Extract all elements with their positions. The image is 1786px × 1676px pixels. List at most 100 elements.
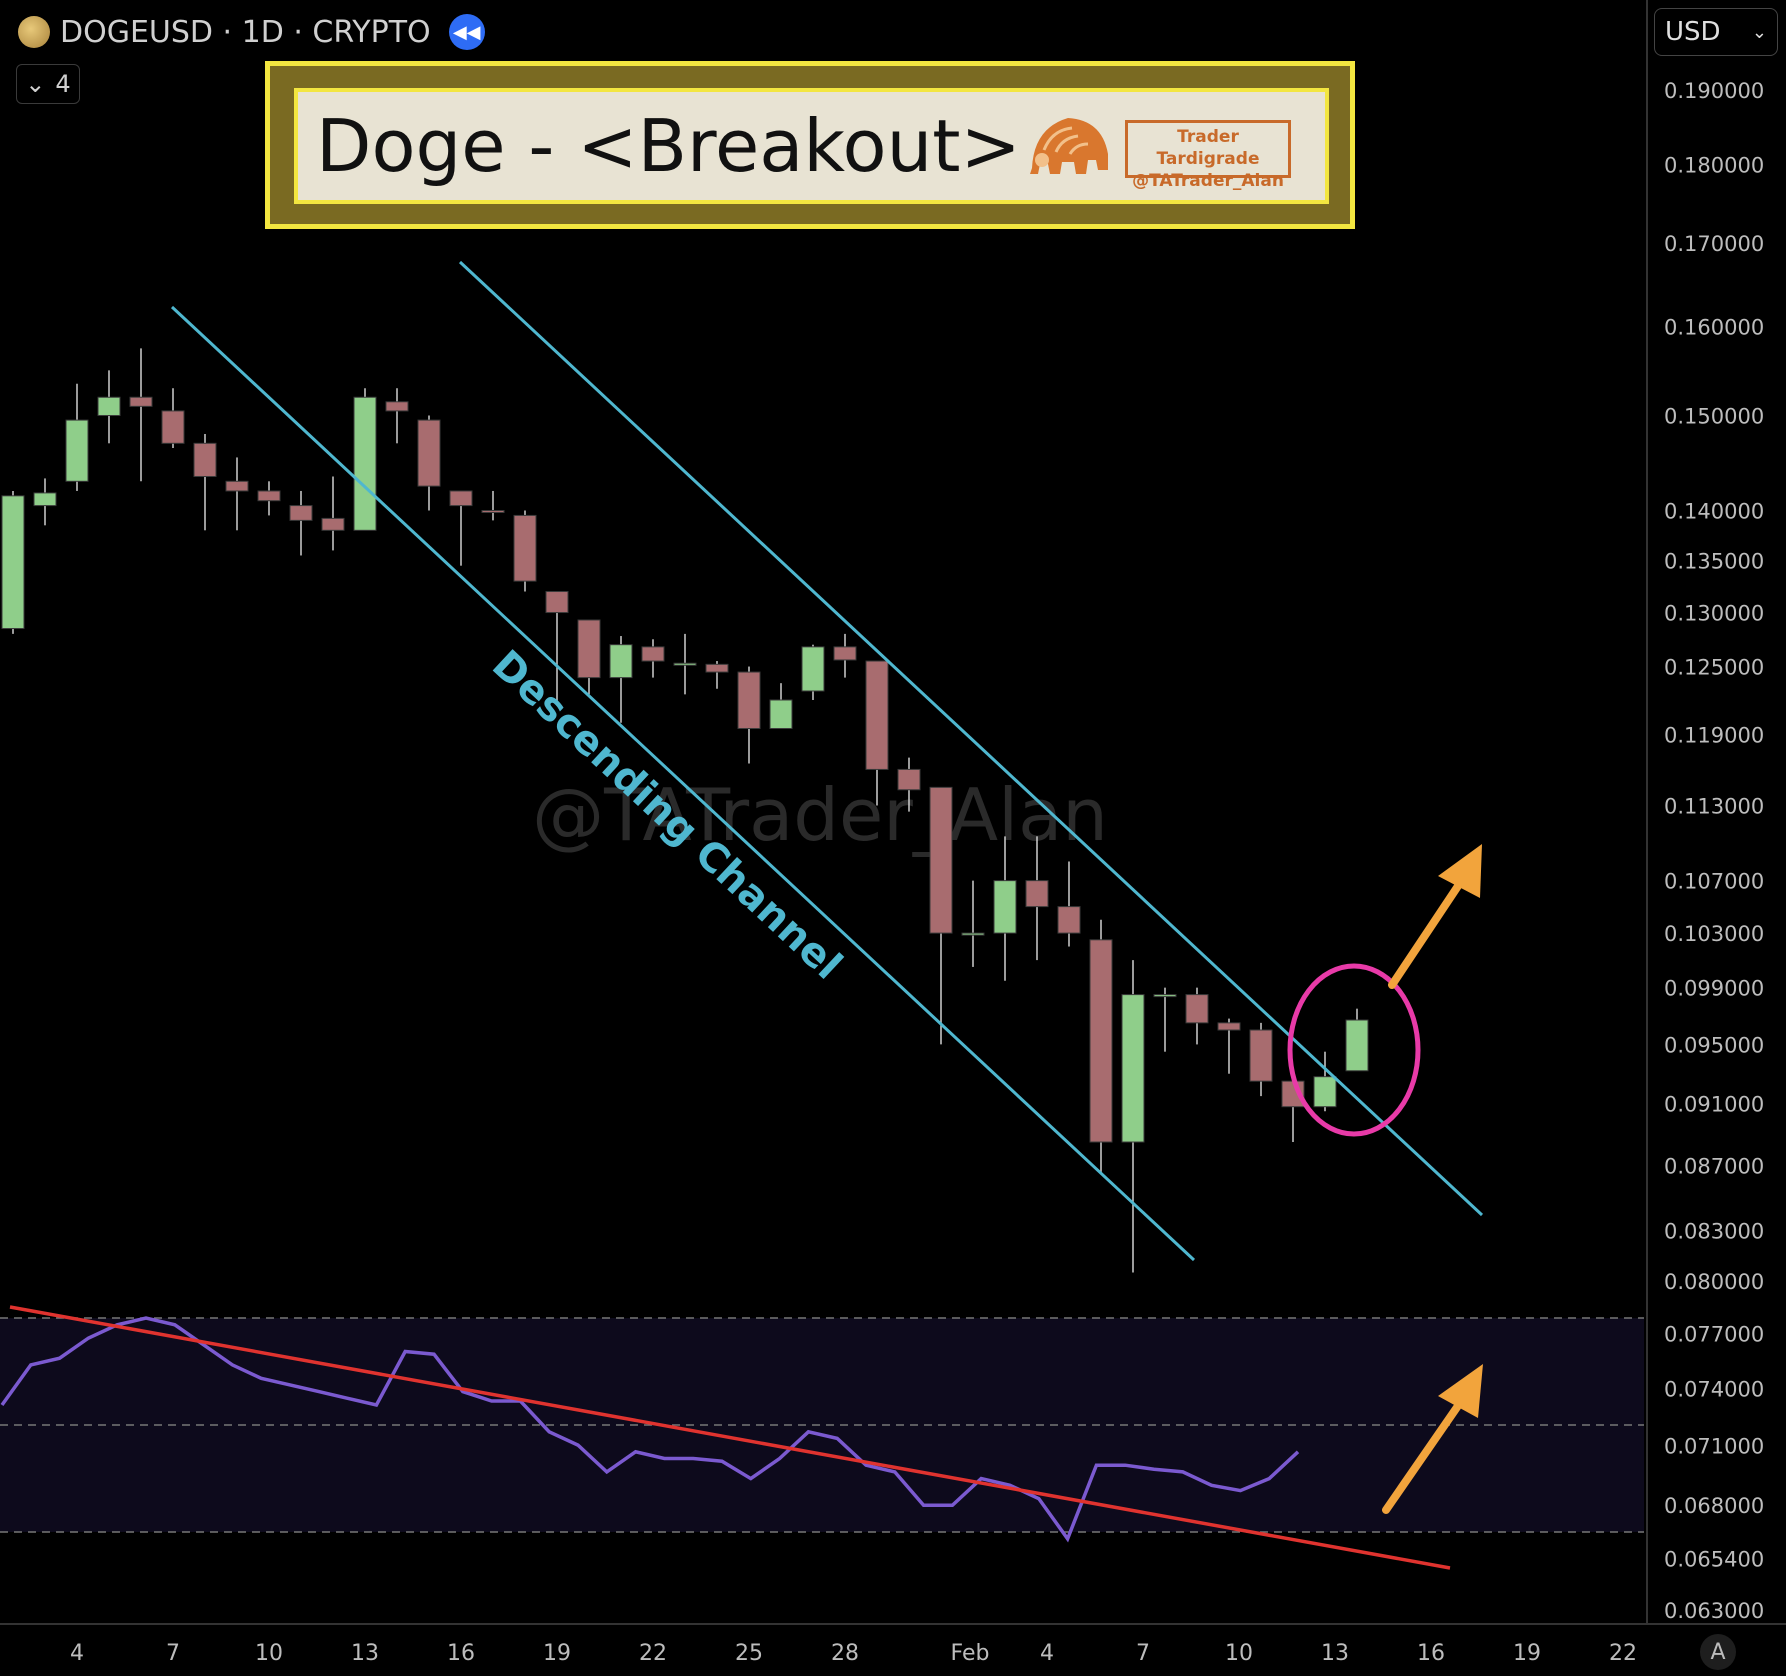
- price-tick-3: 0.160000: [1664, 316, 1764, 340]
- candle[interactable]: [513, 510, 537, 592]
- candle[interactable]: [1217, 1018, 1241, 1074]
- candle[interactable]: [193, 433, 217, 531]
- candle[interactable]: [769, 683, 793, 730]
- candle[interactable]: [865, 660, 889, 806]
- candle[interactable]: [1345, 1008, 1369, 1072]
- brand-name: Trader Tardigrade: [1156, 127, 1260, 169]
- candle[interactable]: [321, 476, 345, 551]
- banner-title: Doge - <Breakout>: [316, 104, 1021, 188]
- watermark: @TATrader_Alan: [532, 773, 1108, 857]
- candle[interactable]: [705, 661, 729, 689]
- candle[interactable]: [545, 591, 569, 706]
- symbol-header[interactable]: DOGEUSD · 1D · CRYPTO ◀◀: [18, 10, 485, 54]
- price-tick-18: 0.080000: [1664, 1270, 1764, 1294]
- doge-coin-icon: [18, 16, 50, 48]
- candle[interactable]: [161, 388, 185, 449]
- candle[interactable]: [961, 880, 985, 967]
- candle[interactable]: [609, 636, 633, 723]
- time-tick-3: 13: [351, 1641, 379, 1666]
- price-tick-12: 0.103000: [1664, 922, 1764, 946]
- price-tick-10: 0.113000: [1664, 795, 1764, 819]
- channel-lower-line[interactable]: [170, 305, 1196, 1262]
- candle[interactable]: [1025, 836, 1049, 961]
- price-tick-23: 0.065400: [1664, 1548, 1764, 1572]
- candle[interactable]: [353, 388, 377, 531]
- candle[interactable]: [97, 370, 121, 444]
- candle[interactable]: [1185, 987, 1209, 1045]
- indicator-arrow[interactable]: [1382, 1364, 1483, 1514]
- candle[interactable]: [65, 383, 89, 491]
- candle[interactable]: [1, 490, 25, 634]
- candle[interactable]: [833, 633, 857, 678]
- price-tick-1: 0.180000: [1664, 153, 1764, 177]
- candle[interactable]: [385, 388, 409, 444]
- price-tick-20: 0.074000: [1664, 1377, 1764, 1401]
- tardigrade-logo-icon: [1030, 118, 1108, 174]
- currency-select[interactable]: USD ⌄: [1654, 8, 1778, 56]
- time-tick-5: 19: [543, 1641, 571, 1666]
- price-tick-16: 0.087000: [1664, 1155, 1764, 1179]
- time-tick-13: 13: [1321, 1641, 1349, 1666]
- indicator-trendline[interactable]: [9, 1305, 1451, 1570]
- time-tick-15: 19: [1513, 1641, 1541, 1666]
- price-tick-21: 0.071000: [1664, 1434, 1764, 1458]
- time-tick-12: 10: [1225, 1641, 1253, 1666]
- candle[interactable]: [897, 757, 921, 812]
- price-tick-19: 0.077000: [1664, 1323, 1764, 1347]
- candle[interactable]: [225, 457, 249, 531]
- price-axis: 0.190000 0.180000 0.170000 0.160000 0.150000…: [1664, 79, 1764, 1623]
- time-tick-10: 4: [1040, 1641, 1054, 1666]
- time-axis: 4 7 10 13 16 19 22 25 28 Feb 4 7 10 13 16 19 22: [70, 1641, 1637, 1666]
- brand-handle: @TATrader_Alan: [1132, 171, 1284, 191]
- candle[interactable]: [129, 348, 153, 482]
- time-tick-7: 25: [735, 1641, 763, 1666]
- candle[interactable]: [1089, 919, 1113, 1174]
- price-tick-13: 0.099000: [1664, 977, 1764, 1001]
- candle[interactable]: [1281, 1080, 1305, 1143]
- price-tick-0: 0.190000: [1664, 79, 1764, 103]
- candle[interactable]: [993, 836, 1017, 981]
- candle[interactable]: [1313, 1051, 1337, 1112]
- chevron-down-icon: ⌄: [1751, 21, 1767, 43]
- candle[interactable]: [577, 619, 601, 695]
- price-tick-6: 0.135000: [1664, 550, 1764, 574]
- price-tick-11: 0.107000: [1664, 870, 1764, 894]
- candle[interactable]: [449, 490, 473, 566]
- candle[interactable]: [1249, 1022, 1273, 1097]
- time-tick-14: 16: [1417, 1641, 1445, 1666]
- price-tick-14: 0.095000: [1664, 1033, 1764, 1057]
- time-tick-2: 10: [255, 1641, 283, 1666]
- price-tick-5: 0.140000: [1664, 499, 1764, 523]
- auto-scale-button[interactable]: A: [1700, 1634, 1736, 1670]
- candle[interactable]: [1121, 960, 1145, 1273]
- candle[interactable]: [641, 639, 665, 678]
- candle[interactable]: [33, 478, 57, 526]
- time-tick-0: 4: [70, 1641, 84, 1666]
- candle[interactable]: [417, 415, 441, 511]
- breakout-circle[interactable]: [1287, 963, 1421, 1137]
- candle[interactable]: [1057, 861, 1081, 947]
- candle[interactable]: [673, 633, 697, 695]
- replay-icon[interactable]: ◀◀: [448, 14, 485, 50]
- time-tick-8: 28: [831, 1641, 859, 1666]
- indicators-toggle[interactable]: ⌄ 4: [16, 64, 80, 104]
- chevron-down-icon: ⌄: [25, 70, 46, 98]
- indicator-count: 4: [55, 70, 71, 98]
- time-tick-9: Feb: [951, 1641, 990, 1666]
- time-tick-11: 7: [1136, 1641, 1150, 1666]
- candle[interactable]: [801, 644, 825, 700]
- title-banner-inner: Doge - <Breakout> Trader Tardigrade @TAT…: [294, 88, 1329, 204]
- price-tick-22: 0.068000: [1664, 1494, 1764, 1518]
- candle[interactable]: [289, 490, 313, 556]
- candle[interactable]: [737, 666, 761, 764]
- price-arrow[interactable]: [1388, 844, 1482, 989]
- candle[interactable]: [929, 786, 953, 1045]
- title-banner: Doge - <Breakout> Trader Tardigrade @TAT…: [265, 61, 1355, 229]
- candle[interactable]: [257, 481, 281, 516]
- candle[interactable]: [1153, 987, 1177, 1052]
- price-tick-17: 0.083000: [1664, 1219, 1764, 1243]
- price-tick-4: 0.150000: [1664, 404, 1764, 428]
- candle[interactable]: [481, 490, 505, 521]
- channel-upper-line[interactable]: [458, 260, 1484, 1217]
